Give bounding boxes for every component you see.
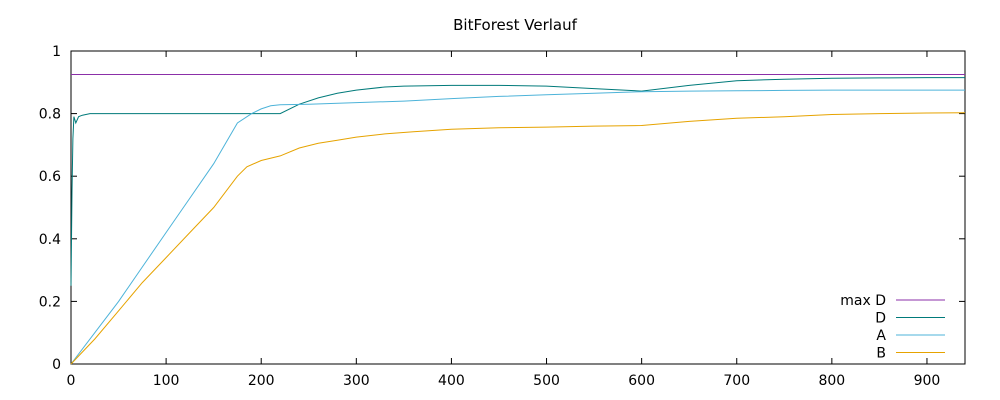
x-tick-label: 400 — [438, 373, 465, 389]
series-line-a — [70, 89, 965, 365]
y-tick-label: 0.6 — [39, 169, 61, 185]
x-tick-label: 900 — [914, 373, 941, 389]
y-tick-label: 1 — [52, 44, 61, 60]
chart-title: BitForest Verlauf — [453, 16, 577, 34]
x-tick-label: 300 — [343, 373, 370, 389]
x-tick-label: 0 — [67, 373, 76, 389]
y-tick-label: 0 — [52, 357, 61, 373]
y-tick-label: 0.2 — [39, 294, 61, 310]
series-line-b — [70, 112, 966, 365]
x-tick-label: 700 — [723, 373, 750, 389]
x-tick-label: 200 — [248, 373, 275, 389]
legend-label: A — [876, 328, 886, 344]
x-tick-label: 800 — [818, 373, 845, 389]
series-line-d — [70, 77, 965, 286]
legend-label: B — [876, 346, 886, 362]
legend: max D DAB — [840, 293, 945, 362]
y-tick-label: 0.8 — [39, 107, 61, 123]
y-tick-label: 0.4 — [39, 232, 61, 248]
series-group — [70, 74, 966, 365]
x-tick-label: 100 — [153, 373, 180, 389]
x-tick-label: 600 — [628, 373, 655, 389]
legend-label: max D — [840, 293, 886, 309]
plot-frame — [70, 50, 966, 365]
axes: 0 100 200 300 400 500 600 700 800 900 0 0.2 0.4 0.6 0.… — [39, 44, 966, 389]
x-tick-label: 500 — [533, 373, 560, 389]
legend-label: D — [875, 311, 886, 327]
